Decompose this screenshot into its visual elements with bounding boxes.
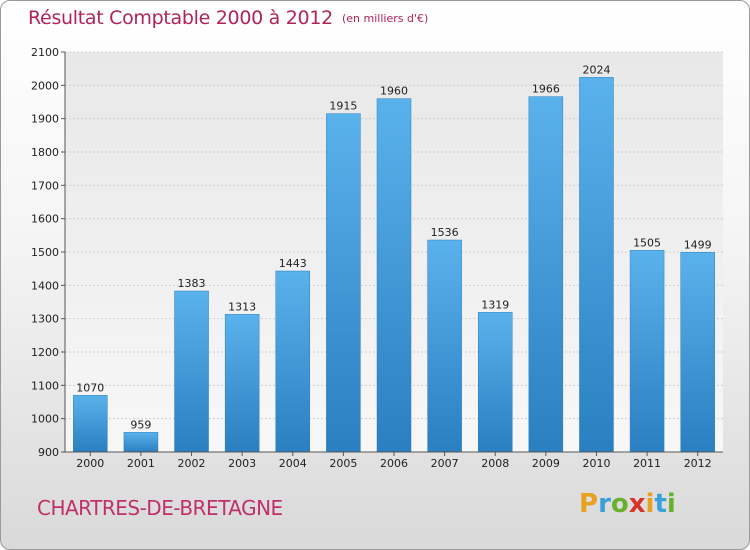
bar-2000: [73, 395, 108, 453]
y-tick-label: 1200: [31, 346, 59, 359]
data-label-2012: 1499: [684, 238, 712, 251]
logo-letter: x: [628, 489, 646, 519]
data-label-2011: 1505: [633, 236, 661, 249]
bar-2001: [123, 432, 159, 453]
y-tick-label: 1700: [31, 179, 59, 192]
y-tick-label: 2100: [31, 46, 59, 59]
y-tick-label: 900: [38, 446, 59, 459]
commune-name: CHARTRES-DE-BRETAGNE: [37, 496, 283, 520]
logo-letter: r: [598, 489, 611, 519]
y-tick-label: 1100: [31, 379, 59, 392]
y-tick-label: 1000: [31, 413, 59, 426]
bar-2004: [275, 270, 311, 453]
bar-2002: [174, 290, 209, 453]
x-tick-label-2004: 2004: [279, 457, 307, 470]
bar-2011: [629, 250, 665, 453]
bar-2009: [528, 96, 564, 453]
chart-subtitle: (en milliers d'€): [342, 12, 429, 25]
x-tick-label-2012: 2012: [684, 457, 712, 470]
bar-2005: [326, 113, 361, 453]
y-tick-label: 1500: [31, 246, 59, 259]
x-tick-label-2008: 2008: [481, 457, 509, 470]
data-label-2001: 959: [130, 418, 151, 431]
bar-2008: [477, 312, 513, 453]
y-tick-label: 1300: [31, 313, 59, 326]
x-tick-label-2007: 2007: [431, 457, 459, 470]
y-tick-label: 1800: [31, 146, 59, 159]
x-tick-label-2002: 2002: [178, 457, 206, 470]
bar-2003: [224, 314, 260, 453]
chart-title: Résultat Comptable 2000 à 2012: [28, 7, 333, 29]
data-label-2000: 1070: [76, 381, 104, 394]
bar-2007: [427, 239, 462, 453]
data-label-2008: 1319: [481, 298, 509, 311]
x-tick-label-2001: 2001: [127, 457, 155, 470]
data-label-2002: 1383: [178, 277, 206, 290]
proxiti-logo: Proxiti: [579, 489, 676, 519]
data-label-2003: 1313: [228, 300, 256, 313]
data-label-2009: 1966: [532, 83, 560, 96]
bar-2012: [680, 252, 715, 453]
x-tick-label-2003: 2003: [228, 457, 256, 470]
data-label-2004: 1443: [279, 257, 307, 270]
data-label-2010: 2024: [582, 63, 610, 76]
y-tick-label: 1600: [31, 213, 59, 226]
data-label-2007: 1536: [431, 226, 459, 239]
y-tick-label: 1400: [31, 279, 59, 292]
x-tick-label-2006: 2006: [380, 457, 408, 470]
bar-2006: [376, 98, 412, 453]
logo-letter: P: [579, 489, 599, 519]
data-label-2006: 1960: [380, 85, 408, 98]
y-tick-label: 1900: [31, 113, 59, 126]
logo-letter: i: [666, 489, 676, 519]
x-tick-label-2000: 2000: [76, 457, 104, 470]
y-tick-label: 2000: [31, 79, 59, 92]
x-tick-label-2009: 2009: [532, 457, 560, 470]
x-tick-label-2010: 2010: [582, 457, 610, 470]
data-label-2005: 1915: [329, 100, 357, 113]
logo-letter: i: [645, 489, 655, 519]
logo-letter: o: [610, 489, 629, 519]
x-tick-label-2011: 2011: [633, 457, 661, 470]
bar-2010: [579, 77, 614, 453]
x-tick-label-2005: 2005: [329, 457, 357, 470]
logo-letter: t: [654, 489, 667, 519]
